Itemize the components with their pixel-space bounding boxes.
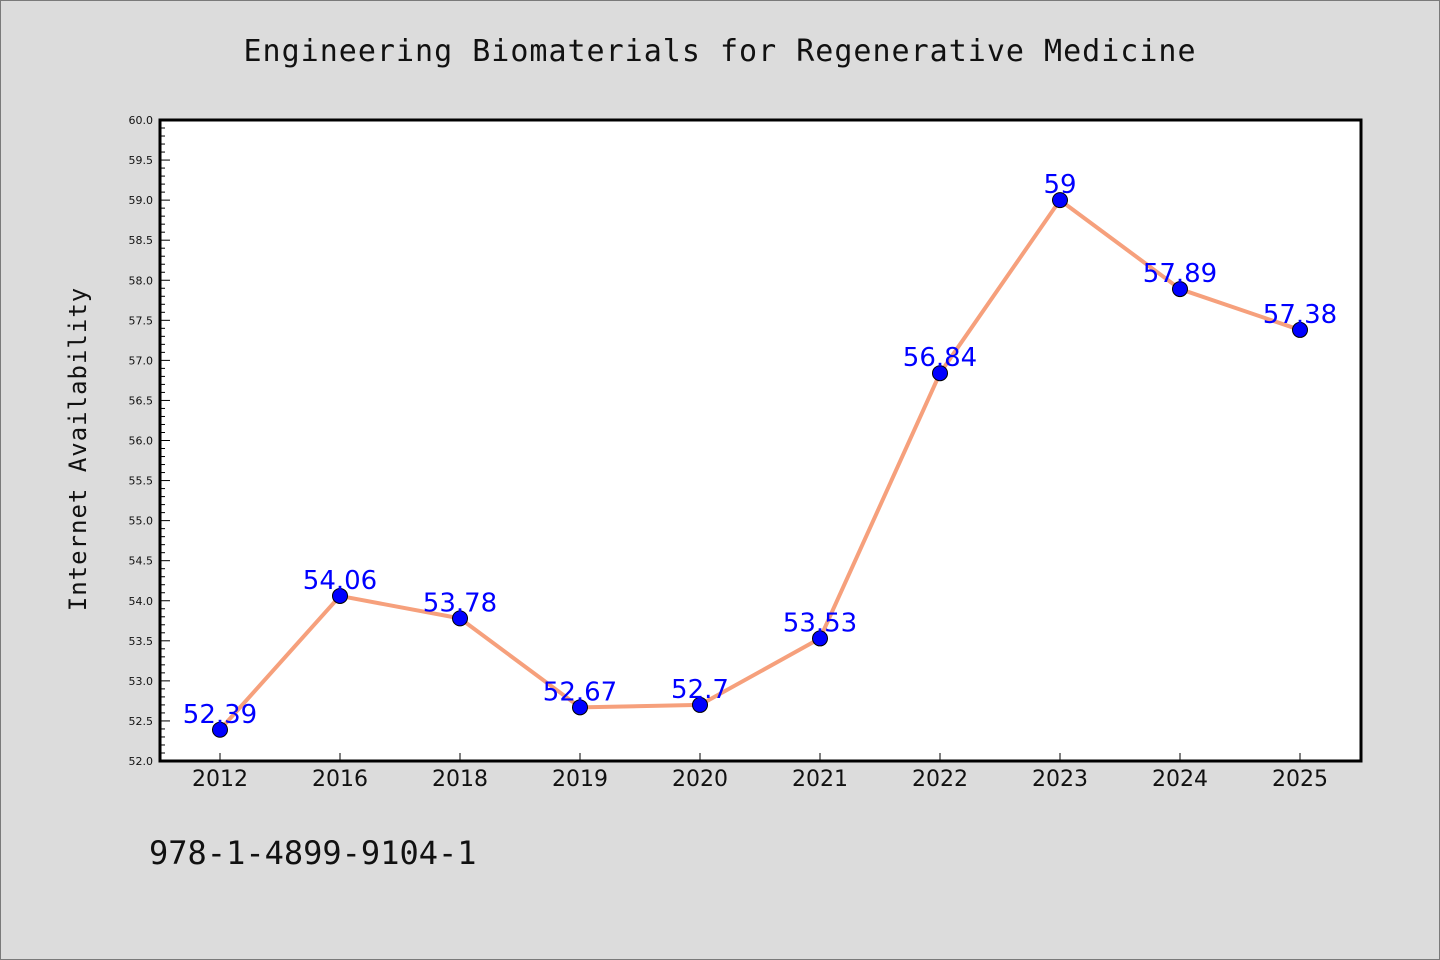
data-point-marker bbox=[1052, 192, 1068, 209]
series-layer: 52.39 54.06 53.78 52.67 52.7 53.53 56.84 59 57.8… bbox=[183, 170, 1337, 738]
y-axis: 52.0 52.5 53.0 53.5 54.0 54.5 55.0 55.5 56.0 56.5… bbox=[129, 114, 170, 768]
data-label: 56.84 bbox=[903, 343, 977, 373]
data-label: 59 bbox=[1043, 170, 1076, 200]
data-point-marker bbox=[692, 696, 708, 713]
isbn-caption: 978-1-4899-9104-1 bbox=[149, 834, 477, 872]
plot-area bbox=[158, 118, 1363, 763]
y-tick-label: 55.5 bbox=[129, 475, 154, 488]
y-tick-label: 53.5 bbox=[129, 635, 154, 648]
data-point-marker bbox=[932, 365, 948, 382]
y-tick-label: 60.0 bbox=[129, 114, 154, 127]
y-tick-label: 58.5 bbox=[129, 234, 154, 247]
x-tick-label: 2025 bbox=[1272, 767, 1328, 792]
y-tick-label: 55.0 bbox=[129, 515, 154, 528]
data-point-marker bbox=[452, 610, 468, 627]
data-point-marker bbox=[572, 699, 588, 716]
y-tick-label: 59.5 bbox=[129, 154, 154, 167]
y-tick-label: 56.5 bbox=[129, 394, 154, 407]
y-tick-label: 57.0 bbox=[129, 354, 154, 367]
y-tick-label: 58.0 bbox=[129, 274, 154, 287]
x-tick-label: 2021 bbox=[792, 767, 848, 792]
y-tick-label: 54.0 bbox=[129, 595, 154, 608]
y-tick-label: 59.0 bbox=[129, 194, 154, 207]
data-point-marker bbox=[1172, 281, 1188, 298]
data-label: 52.67 bbox=[543, 677, 617, 707]
data-point-marker bbox=[1292, 321, 1308, 338]
x-tick-label: 2024 bbox=[1152, 767, 1208, 792]
y-tick-label: 56.0 bbox=[129, 435, 154, 448]
data-label: 54.06 bbox=[303, 566, 377, 596]
data-label: 52.39 bbox=[183, 700, 257, 730]
x-tick-label: 2016 bbox=[312, 767, 368, 792]
y-axis-label: Internet Availability bbox=[64, 287, 92, 611]
data-label: 53.78 bbox=[423, 588, 497, 618]
x-axis: 2012 2016 2018 2019 2020 2021 2022 2023 2024 2025 bbox=[192, 753, 1328, 792]
x-tick-label: 2020 bbox=[672, 767, 728, 792]
data-label: 52.7 bbox=[671, 675, 729, 705]
y-tick-label: 57.5 bbox=[129, 314, 154, 327]
x-tick-label: 2019 bbox=[552, 767, 608, 792]
data-label: 53.53 bbox=[783, 608, 857, 638]
x-tick-label: 2012 bbox=[192, 767, 248, 792]
x-tick-label: 2023 bbox=[1032, 767, 1088, 792]
y-tick-label: 54.5 bbox=[129, 555, 154, 568]
data-point-marker bbox=[332, 587, 348, 604]
data-point-marker bbox=[212, 721, 228, 738]
chart-title: Engineering Biomaterials for Regenerativ… bbox=[243, 34, 1197, 69]
x-tick-label: 2018 bbox=[432, 767, 488, 792]
x-tick-label: 2022 bbox=[912, 767, 968, 792]
y-tick-label: 53.0 bbox=[129, 675, 154, 688]
data-label: 57.89 bbox=[1143, 259, 1217, 289]
data-point-marker bbox=[812, 630, 828, 647]
data-label: 57.38 bbox=[1263, 300, 1337, 330]
series-line bbox=[218, 198, 1302, 732]
y-tick-label: 52.5 bbox=[129, 715, 154, 728]
y-tick-label: 52.0 bbox=[129, 755, 154, 768]
